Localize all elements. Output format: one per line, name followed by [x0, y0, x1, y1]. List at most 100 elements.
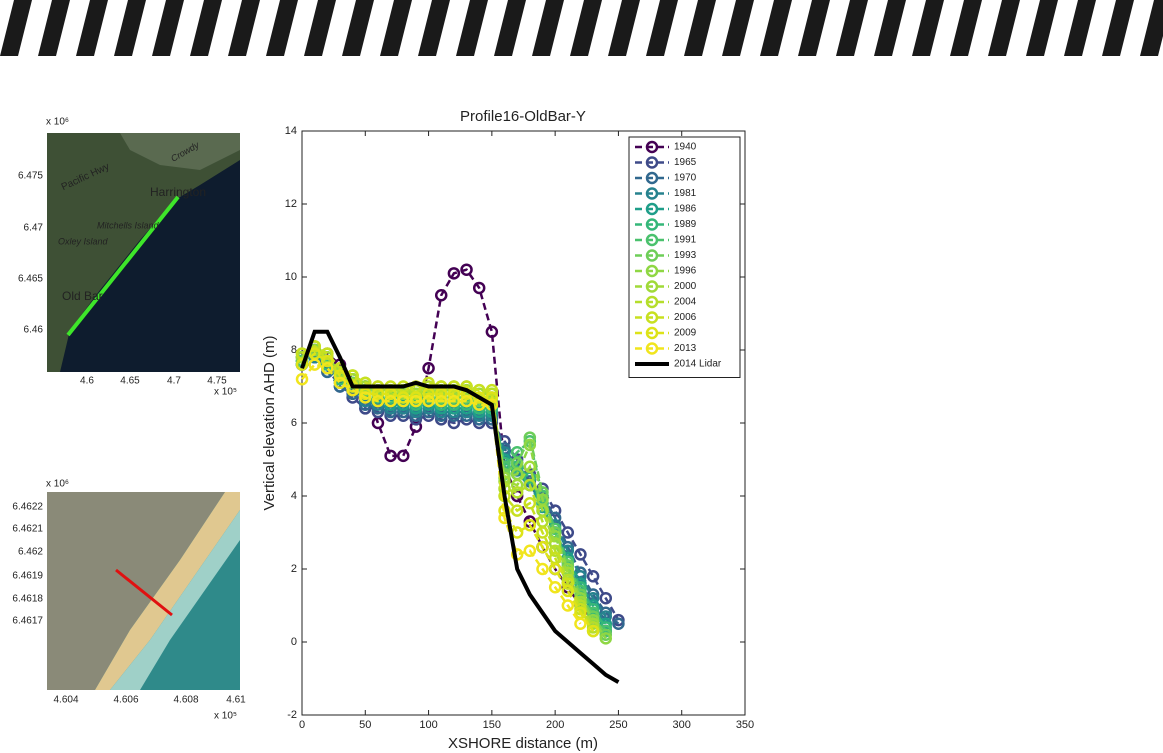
legend-label: 1940 [674, 142, 697, 153]
x-axis-label: XSHORE distance (m) [448, 735, 598, 752]
marker [308, 358, 321, 371]
marker [321, 362, 334, 375]
marker [333, 369, 347, 382]
y-tick-label: 6.4617 [12, 616, 43, 627]
map-label: Harrington [150, 185, 206, 199]
marker [460, 263, 473, 276]
marker [295, 372, 309, 386]
marker [536, 562, 549, 576]
x-tick-label: 4.604 [53, 695, 78, 706]
y-tick-label: 8 [291, 344, 297, 356]
marker [574, 548, 587, 561]
marker [523, 478, 537, 492]
marker [510, 504, 524, 517]
dashed-line [301, 352, 595, 632]
legend-marker [645, 233, 659, 247]
marker [371, 387, 385, 401]
line [300, 329, 620, 684]
legend-label: 2004 [674, 297, 697, 308]
x-tick-label: 100 [419, 719, 437, 731]
legend-label: 2013 [674, 343, 697, 354]
marker [561, 584, 575, 598]
marker [561, 526, 575, 539]
marker [510, 478, 524, 492]
dashed-line [301, 348, 607, 636]
y-tick-label: 0 [291, 636, 297, 648]
y-tick-label: 14 [285, 125, 297, 137]
y-tick-label: 6.4622 [12, 502, 43, 513]
legend-marker [645, 202, 659, 216]
legend-marker [645, 187, 659, 200]
marker [574, 617, 587, 630]
axis-multiplier: x 10⁵ [214, 711, 237, 722]
marker [536, 540, 549, 554]
legend-label: 2009 [674, 328, 697, 339]
marker [523, 518, 537, 532]
marker [548, 562, 562, 576]
legend-marker [645, 342, 659, 355]
y-tick-label: 6.465 [18, 274, 43, 285]
marker [422, 387, 435, 401]
marker [321, 354, 334, 368]
map-label: Old Bar [62, 289, 103, 303]
marker [548, 581, 562, 594]
x-tick-label: 4.75 [207, 376, 227, 387]
legend-label: 2014 Lidar [674, 359, 722, 370]
axis-multiplier: x 10⁶ [46, 117, 69, 128]
marker [422, 362, 435, 375]
legend-label: 1996 [674, 266, 697, 277]
marker [460, 394, 473, 408]
legend-label: 1986 [674, 204, 697, 215]
marker [586, 570, 600, 583]
legend-label: 1993 [674, 250, 697, 261]
legend-marker [645, 140, 659, 154]
marker [561, 599, 575, 612]
y-tick-label: 6.46 [24, 325, 44, 336]
marker [333, 376, 347, 390]
x-tick-label: 4.61 [226, 695, 246, 706]
legend-label: 2006 [674, 312, 697, 323]
land [120, 133, 240, 170]
legend-label: 1981 [674, 188, 697, 199]
profile-line [115, 568, 173, 617]
y-axis-label: Vertical elevation AHD (m) [261, 335, 278, 510]
legend-marker [645, 280, 659, 293]
x-tick-label: 4.7 [167, 376, 181, 387]
axis-multiplier: x 10⁵ [214, 387, 237, 398]
marker [523, 460, 537, 474]
marker [599, 632, 613, 645]
y-tick-label: 6.462 [18, 547, 43, 558]
marker [447, 387, 461, 401]
marker [422, 394, 435, 408]
marker [397, 394, 410, 408]
x-tick-label: 50 [359, 719, 371, 731]
y-tick-label: -2 [287, 709, 297, 721]
marker [371, 394, 385, 408]
y-tick-label: 6.4618 [12, 594, 43, 605]
marker [523, 438, 537, 452]
marker [384, 387, 397, 401]
x-tick-label: 4.6 [80, 376, 94, 387]
x-tick-label: 4.65 [120, 376, 140, 387]
marker [384, 449, 397, 463]
legend-label: 1970 [674, 173, 697, 184]
marker [434, 289, 448, 302]
x-tick-label: 350 [736, 719, 754, 731]
y-tick-label: 10 [285, 271, 297, 283]
inset-map-2: x 10⁶ x 10⁵ 6.4622 6.4621 6.462 6.4619 6… [12, 479, 246, 722]
dashed-line [301, 344, 595, 632]
axis-multiplier: x 10⁶ [46, 479, 69, 490]
chart-title: Profile16-OldBar-Y [460, 108, 586, 125]
legend-marker [645, 295, 659, 309]
marker [397, 449, 410, 463]
x-tick-label: 150 [483, 719, 501, 731]
legend-marker [645, 218, 659, 231]
marker [409, 394, 423, 408]
y-tick-label: 6.4621 [12, 524, 43, 535]
marker [447, 394, 461, 408]
inset-map-1: Pacific Hwy Harrington Mitchells Island … [18, 117, 240, 398]
y-tick-label: 6.4619 [12, 571, 43, 582]
marker [612, 617, 625, 630]
marker [472, 391, 486, 404]
